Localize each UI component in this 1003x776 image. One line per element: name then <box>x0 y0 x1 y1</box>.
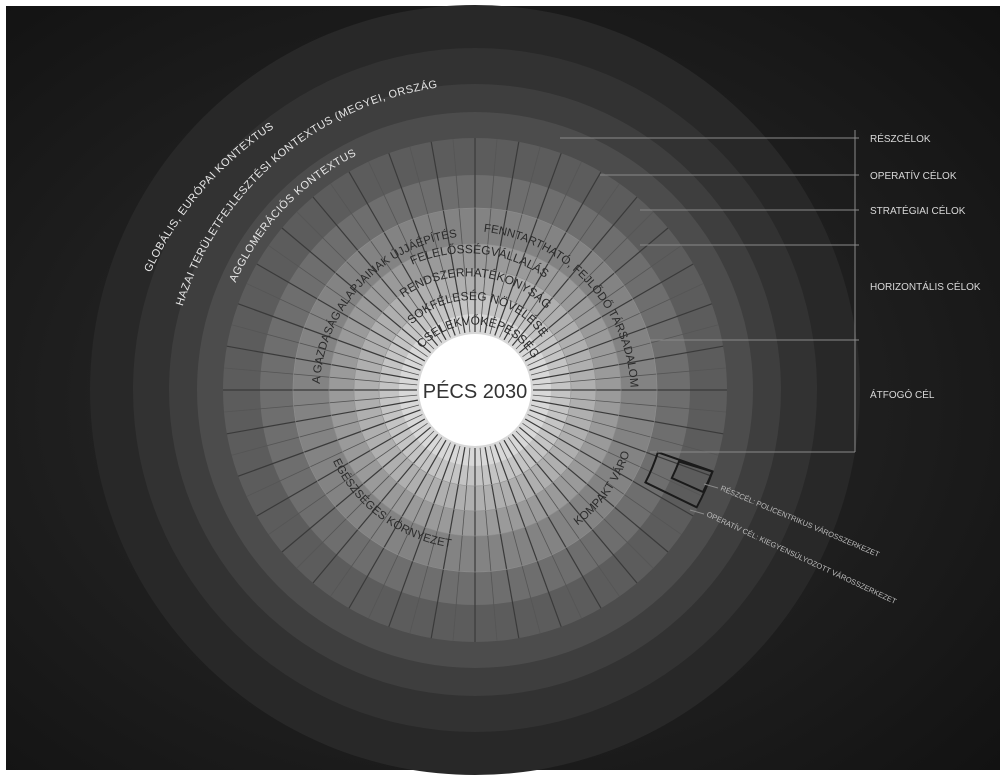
radial-divider <box>246 414 423 497</box>
radial-divider <box>529 409 713 477</box>
radial-divider <box>226 345 419 381</box>
center-label: PÉCS 2030 <box>423 380 528 403</box>
legend-labels: RÉSZCÉLOK OPERATÍV CÉLOK STRATÉGIAI CÉLO… <box>870 132 981 401</box>
center-disk <box>419 334 531 446</box>
legend-label-operativ: OPERATÍV CÉLOK <box>870 169 957 182</box>
radial-divider <box>281 426 431 553</box>
highlight-segment <box>644 451 714 509</box>
legend-label-horizontalis: HORIZONTÁLIS CÉLOK <box>870 280 981 293</box>
radial-divider <box>388 152 456 336</box>
radial-divider <box>484 141 520 334</box>
radial-divider <box>527 414 704 497</box>
radial-divider <box>296 430 435 569</box>
radial-divider <box>524 263 694 362</box>
radial-divider <box>519 426 669 553</box>
legend-label-atfogo: ÁTFOGÓ CÉL <box>870 388 935 401</box>
ring-divider <box>378 293 572 487</box>
radial-divider <box>503 439 602 609</box>
radial-divider <box>515 430 654 569</box>
radial-divider <box>507 183 620 343</box>
radial-divider <box>499 442 582 619</box>
legend-label-strategiai: STRATÉGIAI CÉLOK <box>870 204 966 217</box>
radial-divider <box>452 447 471 642</box>
radial-divider <box>484 446 520 639</box>
radial-divider <box>231 404 420 456</box>
radial-divider <box>409 146 461 335</box>
radial-divider <box>368 161 451 338</box>
radial-divider <box>330 437 443 597</box>
radial-divider <box>388 444 456 628</box>
ring-divider <box>292 207 658 573</box>
radial-divider <box>503 171 602 341</box>
radial-divider <box>452 138 471 333</box>
radial-divider <box>223 394 418 413</box>
radial-divider <box>530 404 719 456</box>
radial-divider <box>499 161 582 338</box>
radial-divider <box>532 394 727 413</box>
radial-divider <box>507 437 620 597</box>
radial-divider <box>515 211 654 350</box>
radial-divider <box>527 283 704 366</box>
radial-divider <box>489 146 541 335</box>
radial-divider <box>256 263 426 362</box>
radial-divider <box>489 445 541 634</box>
radial-divider <box>246 283 423 366</box>
radial-segment-lines <box>223 138 727 642</box>
radial-divider <box>531 345 724 381</box>
radial-divider <box>231 324 420 376</box>
radial-divider <box>368 442 451 619</box>
radial-divider <box>519 227 669 354</box>
radial-divider <box>479 447 498 642</box>
radial-divider <box>281 227 431 354</box>
ring-divider <box>328 243 622 537</box>
radial-divider <box>268 422 428 535</box>
radial-divider <box>237 303 421 371</box>
radial-divider <box>529 303 713 371</box>
radial-divider <box>312 196 439 346</box>
radial-divider <box>532 367 727 386</box>
radial-divider <box>348 171 447 341</box>
radial-divider <box>530 324 719 376</box>
radial-divider <box>511 196 638 346</box>
radial-divider <box>330 183 443 343</box>
radial-divider <box>430 446 466 639</box>
radial-divider <box>494 444 562 628</box>
legend-label-reszcelok: RÉSZCÉLOK <box>870 132 931 145</box>
radial-divider <box>522 245 682 358</box>
radial-divider <box>479 138 498 333</box>
radial-divider <box>256 418 426 517</box>
radial-divider <box>348 439 447 609</box>
radial-divider <box>268 245 428 358</box>
radial-divider <box>494 152 562 336</box>
radial-divider <box>223 367 418 386</box>
radial-divider <box>511 434 638 584</box>
callout-leader-1 <box>703 483 719 489</box>
radial-divider <box>312 434 439 584</box>
ring-divider <box>353 268 597 512</box>
callout-leader-2 <box>689 509 705 515</box>
legend-lines <box>560 130 859 453</box>
highlighted-subgoal-segment <box>670 460 714 494</box>
radial-divider <box>409 445 461 634</box>
radial-divider <box>237 409 421 477</box>
radial-divider <box>296 211 435 350</box>
radial-divider <box>226 399 419 435</box>
radial-divider <box>430 141 466 334</box>
radial-divider <box>522 422 682 535</box>
radial-divider <box>524 418 694 517</box>
radial-divider <box>531 399 724 435</box>
